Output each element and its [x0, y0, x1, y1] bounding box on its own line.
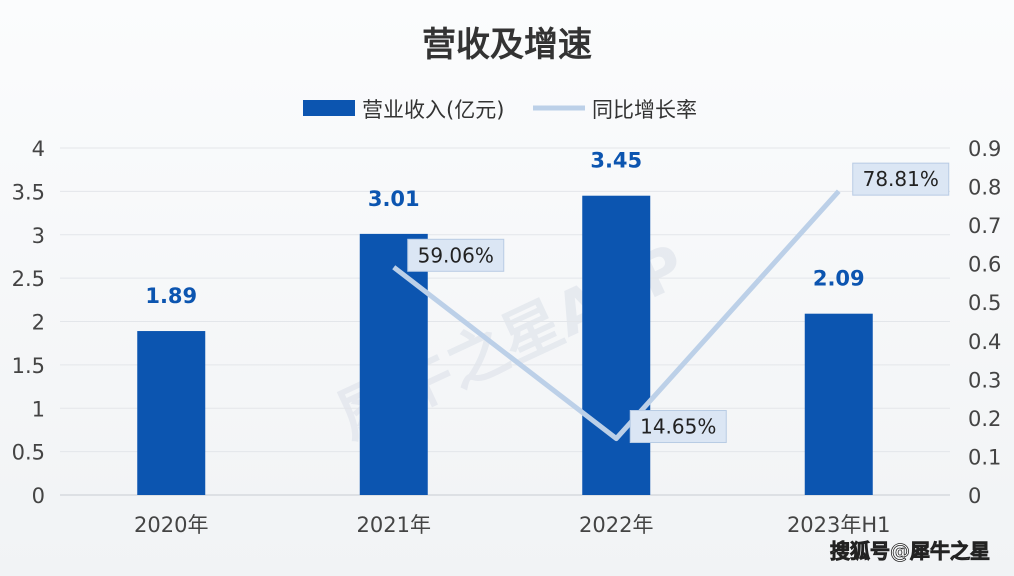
right-tick-label: 0.1 — [968, 445, 1001, 469]
right-tick-label: 0.2 — [968, 407, 1001, 431]
line-data-label: 59.06% — [418, 243, 494, 267]
bar — [359, 233, 428, 495]
bar — [137, 331, 206, 495]
line-label-box — [852, 162, 950, 196]
left-tick-label: 3.5 — [12, 180, 45, 204]
left-tick-label: 3 — [32, 224, 45, 248]
line-label-box — [407, 238, 505, 272]
x-tick-label: 2020年 — [134, 513, 208, 537]
left-tick-label: 4 — [32, 137, 45, 161]
right-tick-label: 0 — [968, 484, 981, 508]
bar-data-label: 3.45 — [590, 149, 642, 173]
right-tick-label: 0.5 — [968, 291, 1001, 315]
left-tick-label: 1.5 — [12, 354, 45, 378]
right-tick-label: 0.3 — [968, 368, 1001, 392]
bar — [582, 195, 651, 495]
legend-swatch-bar — [303, 100, 355, 116]
growth-line — [392, 189, 841, 442]
x-tick-label: 2022年 — [579, 513, 653, 537]
left-tick-label: 0.5 — [12, 441, 45, 465]
left-tick-label: 0 — [32, 484, 45, 508]
legend: 营业收入(亿元) 同比增长率 — [303, 98, 697, 122]
bar-data-label: 1.89 — [145, 284, 197, 308]
bar-data-label: 3.01 — [368, 187, 420, 211]
right-tick-label: 0.6 — [968, 253, 1001, 277]
legend-label-bar: 营业收入(亿元) — [362, 98, 504, 122]
right-tick-label: 0.7 — [968, 214, 1001, 238]
bar — [804, 313, 873, 495]
left-tick-label: 2 — [32, 311, 45, 335]
line-label-box — [629, 410, 727, 444]
x-tick-label: 2021年 — [357, 513, 431, 537]
legend-label-line: 同比增长率 — [592, 98, 697, 122]
watermark-corner: 搜狐号@犀牛之星 — [830, 539, 990, 563]
left-tick-label: 1 — [32, 397, 45, 421]
line-data-label: 14.65% — [640, 415, 716, 439]
bar-data-label: 2.09 — [813, 267, 865, 291]
chart-title: 营收及增速 — [422, 25, 592, 65]
x-tick-label: 2023年H1 — [787, 513, 891, 537]
right-tick-label: 0.8 — [968, 176, 1001, 200]
left-tick-label: 2.5 — [12, 267, 45, 291]
right-tick-label: 0.4 — [968, 330, 1001, 354]
right-tick-label: 0.9 — [968, 137, 1001, 161]
line-data-label: 78.81% — [863, 167, 939, 191]
